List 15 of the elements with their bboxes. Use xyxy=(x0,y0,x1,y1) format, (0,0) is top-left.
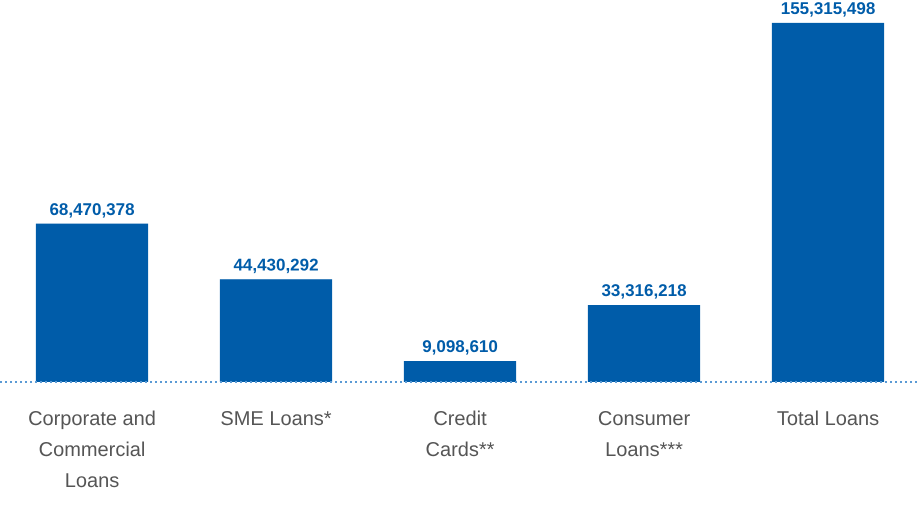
x-tick-label: Credit Cards** xyxy=(426,408,495,462)
data-label: 68,470,378 xyxy=(49,200,135,219)
bar xyxy=(220,279,332,382)
data-label: 44,430,292 xyxy=(233,255,319,274)
data-label: 155,315,498 xyxy=(780,0,876,18)
bar xyxy=(588,304,700,382)
bar xyxy=(772,22,884,382)
data-label: 33,316,218 xyxy=(601,281,687,300)
data-label: 9,098,610 xyxy=(422,337,498,356)
x-tick-label: Total Loans xyxy=(776,408,880,430)
x-tick-label: Corporate and Commercial Loans xyxy=(28,408,156,492)
bar xyxy=(404,360,516,382)
x-tick-label: Consumer Loans*** xyxy=(598,408,690,462)
x-tick-label: SME Loans* xyxy=(220,408,332,430)
bar xyxy=(36,224,148,382)
